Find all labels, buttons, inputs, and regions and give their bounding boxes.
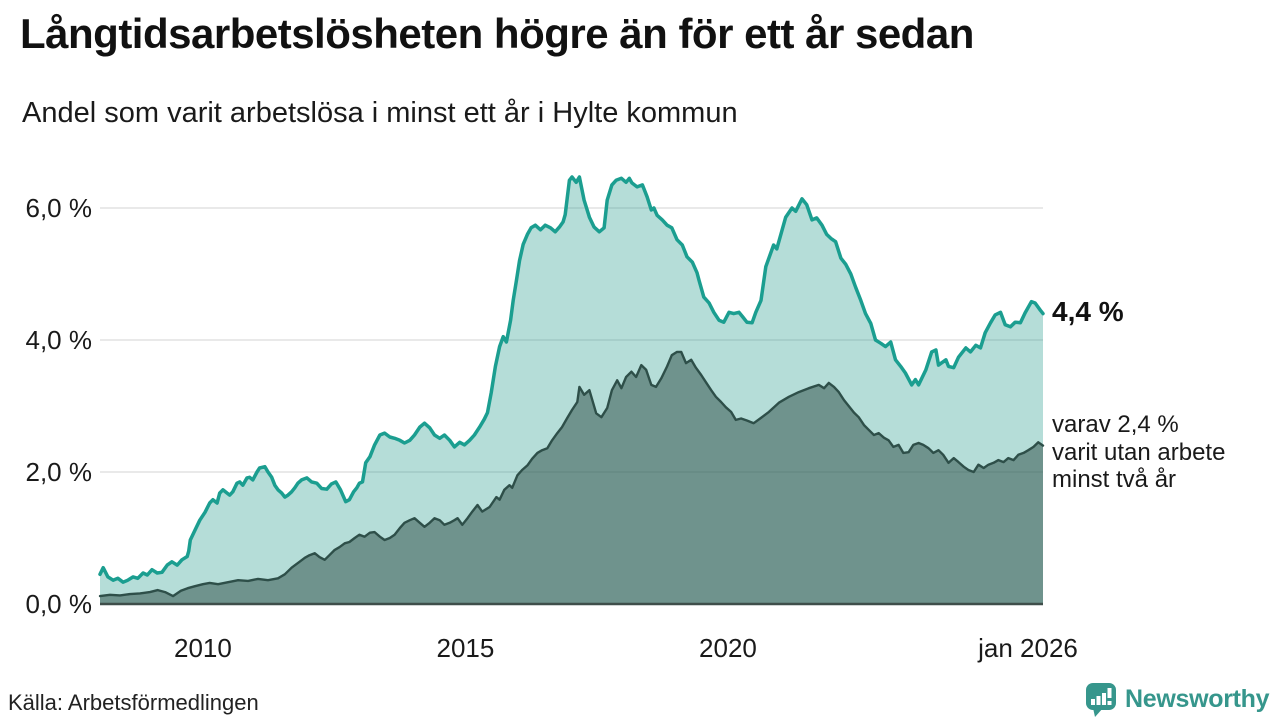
series-area: [100, 351, 1043, 604]
newsworthy-logo-icon: [1086, 683, 1116, 717]
newsworthy-wordmark: Newsworthy: [1125, 685, 1270, 713]
secondary-annotation-line: minst två år: [1052, 466, 1177, 493]
chart-subtitle: Andel som varit arbetslösa i minst ett å…: [22, 97, 738, 129]
latest-value-label: 4,4 %: [1052, 296, 1124, 327]
secondary-annotation-line: varit utan arbete: [1052, 438, 1226, 466]
page-title: Långtidsarbetslösheten högre än för ett …: [20, 10, 974, 57]
source-note: Källa: Arbetsförmedlingen: [8, 690, 259, 715]
secondary-series-annotation: varav 2,4 % varit utan arbete minst två år: [1052, 411, 1225, 494]
y-tick-label: 4,0 %: [26, 325, 93, 355]
x-tick-label: 2020: [699, 633, 757, 663]
series-line: [98, 350, 1045, 598]
newsworthy-brand: Newsworthy: [1084, 681, 1270, 718]
y-tick-label: 0,0 %: [26, 589, 93, 619]
secondary-annotation-line: varav 2,4 %: [1052, 411, 1179, 438]
y-tick-label: 6,0 %: [26, 193, 93, 223]
y-tick-label: 2,0 %: [26, 457, 93, 487]
x-tick-label: 2015: [437, 633, 495, 663]
series-line: [98, 175, 1045, 584]
x-tick-label: 2010: [174, 633, 232, 663]
x-tick-label: jan 2026: [977, 633, 1078, 663]
